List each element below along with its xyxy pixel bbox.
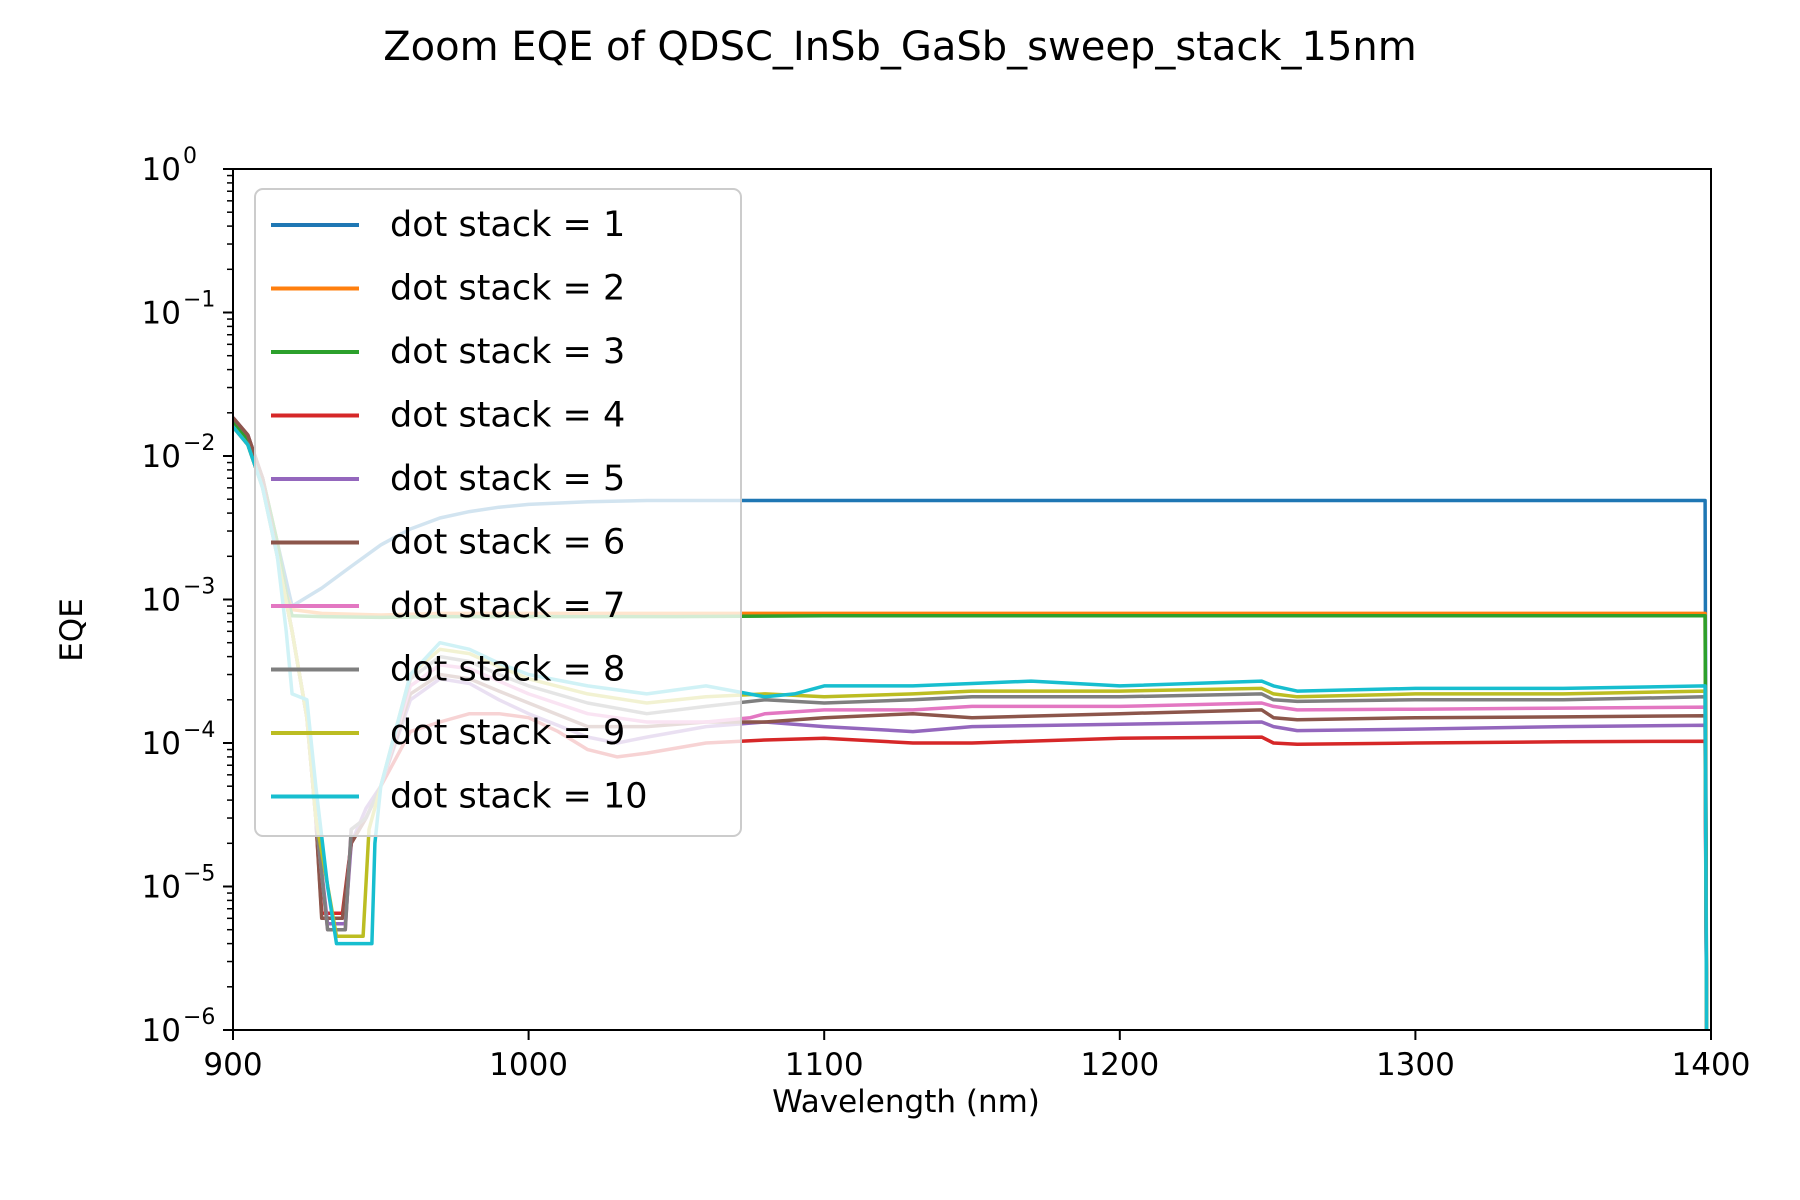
y-tick-exponent: −6 [183,1005,215,1030]
y-tick-exponent: −3 [183,575,215,600]
legend-label-10: dot stack = 10 [390,777,648,817]
legend-label-3: dot stack = 3 [390,332,625,372]
legend-label-1: dot stack = 1 [390,205,625,245]
y-tick-label: 10 [142,583,181,619]
y-tick-label: 10 [142,726,181,762]
x-tick-label: 1200 [1080,1047,1159,1083]
legend-label-6: dot stack = 6 [390,523,625,563]
legend-label-5: dot stack = 5 [390,459,625,499]
y-tick-label: 10 [142,439,181,475]
y-tick-label: 10 [142,1013,181,1049]
y-tick-label: 10 [142,870,181,906]
x-tick-label: 1400 [1672,1047,1751,1083]
legend-label-2: dot stack = 2 [390,269,625,309]
legend-label-7: dot stack = 7 [390,586,625,626]
y-tick-label: 10 [142,296,181,332]
x-tick-label: 1300 [1376,1047,1455,1083]
y-tick-label: 10 [142,152,181,188]
y-tick-exponent: −2 [183,431,215,456]
legend-label-8: dot stack = 8 [390,650,625,690]
y-tick-exponent: 0 [183,144,197,169]
x-axis-label: Wavelength (nm) [772,1084,1040,1120]
chart-title: Zoom EQE of QDSC_InSb_GaSb_sweep_stack_1… [383,24,1416,70]
y-tick-exponent: −4 [183,718,215,743]
legend: dot stack = 1 dot stack = 2 dot stack = 3 d… [254,188,742,837]
legend-label-9: dot stack = 9 [390,713,625,753]
legend-box [254,188,742,837]
y-axis-label: EQE [54,598,90,662]
x-tick-label: 1000 [489,1047,568,1083]
x-tick-label: 1100 [785,1047,864,1083]
y-tick-exponent: −1 [183,288,215,313]
x-tick-label: 900 [203,1047,262,1083]
y-tick-exponent: −5 [183,862,215,887]
legend-label-4: dot stack = 4 [390,396,625,436]
